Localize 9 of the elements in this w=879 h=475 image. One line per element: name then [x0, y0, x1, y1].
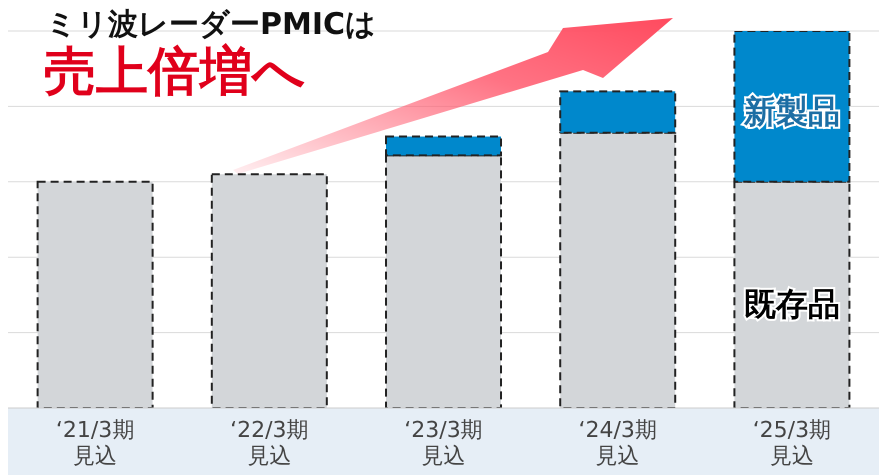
x-tick-label: ‘24/3期見込 [577, 418, 658, 470]
series-label: 既存品 [744, 284, 840, 323]
x-tick-label: ‘25/3期見込 [752, 418, 832, 470]
series-label: 新製品 [742, 92, 840, 131]
x-tick-label: ‘21/3期見込 [54, 418, 136, 470]
chart-title: ミリ波レーダーPMICは [46, 7, 376, 42]
chart-subtitle: 売上倍増へ [44, 42, 305, 102]
x-tick-label: ‘22/3期見込 [229, 418, 310, 470]
x-tick-label: ‘23/3期見込 [403, 418, 484, 470]
